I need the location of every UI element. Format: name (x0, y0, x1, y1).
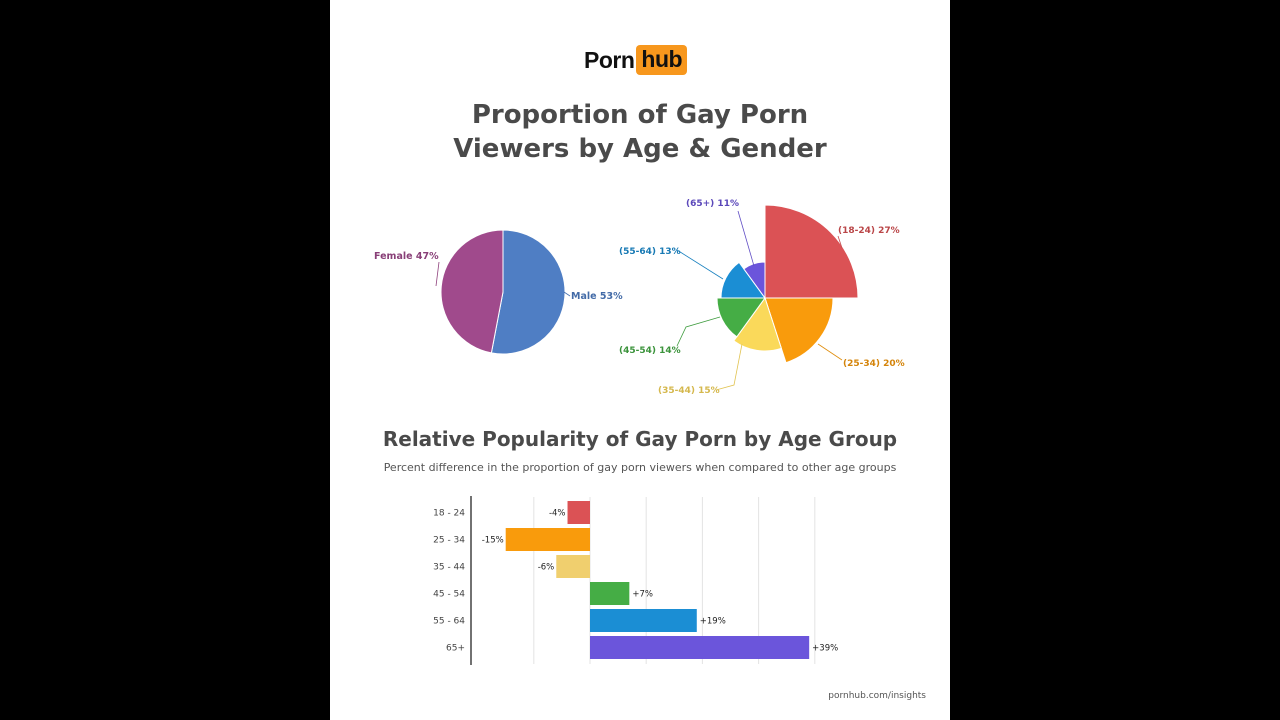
pornhub-logo[interactable]: Porn hub (584, 44, 688, 76)
bar-value-label: +39% (812, 644, 838, 654)
bar-chart-title: Relative Popularity of Gay Porn by Age G… (382, 427, 898, 451)
age-slice-label: (25-34) 20% (843, 359, 905, 369)
logo-text-part1: Porn (584, 46, 635, 73)
age-leader-line (737, 210, 755, 267)
page-title-line2: Viewers by Age & Gender (453, 134, 827, 164)
bar-35-44 (556, 555, 590, 578)
gender-pie-chart: Male 53% Female 47% (374, 229, 623, 355)
charts-canvas: Male 53% Female 47% (18-24) 27% (25-34) 20%… (374, 199, 905, 665)
age-slice-label: (35-44) 15% (658, 386, 720, 396)
gender-leader-line (435, 261, 440, 287)
bar-55-64 (590, 609, 697, 632)
gender-slice-label: Male 53% (571, 291, 623, 302)
page-title-line1: Proportion of Gay Porn (471, 100, 809, 130)
bar-value-label: -4% (549, 509, 566, 519)
bar-value-label: +19% (700, 617, 726, 627)
bar-category-label: 55 - 64 (433, 617, 465, 627)
age-leader-line (837, 235, 843, 249)
bar-category-label: 45 - 54 (433, 590, 465, 600)
age-slice-label: (55-64) 13% (619, 247, 681, 257)
age-slice-label: (18-24) 27% (838, 226, 900, 236)
gender-leader-line (563, 291, 571, 297)
age-leader-line (676, 249, 724, 280)
age-slice-45-54 (716, 297, 766, 338)
age-leader-line (817, 343, 843, 361)
age-slice-label: (65+) 11% (686, 199, 739, 209)
bar-category-label: 35 - 44 (433, 563, 465, 573)
bar-18-24 (567, 501, 590, 524)
bar-chart-subtitle: Percent difference in the proportion of … (383, 461, 897, 474)
gender-slice-female (440, 229, 504, 354)
bar-25-34 (505, 528, 590, 551)
bar-value-label: +7% (632, 590, 653, 600)
gender-slice-male (490, 229, 566, 355)
logo-text-part2: hub (636, 45, 688, 75)
bar-value-label: -6% (538, 563, 555, 573)
age-slice-55-64 (720, 261, 766, 299)
age-slice-65+ (743, 261, 766, 300)
infographic-panel: Porn hub Proportion of Gay Porn Viewers … (330, 0, 950, 720)
gender-slice-label: Female 47% (374, 251, 439, 262)
bar-45-54 (590, 582, 630, 605)
page-title: Proportion of Gay Porn Viewers by Age & … (330, 98, 950, 166)
bar-65+ (590, 636, 810, 659)
bar-category-label: 65+ (446, 644, 465, 654)
age-polar-chart: (18-24) 27% (25-34) 20% (35-44) 15% (45-54)… (619, 199, 905, 396)
bar-category-label: 25 - 34 (433, 536, 465, 546)
age-slice-label: (45-54) 14% (619, 346, 681, 356)
age-leader-line (715, 343, 743, 391)
age-leader-line (676, 316, 721, 347)
age-slice-35-44 (733, 296, 783, 352)
age-slice-25-34 (764, 297, 834, 364)
age-slice-18-24 (764, 204, 859, 299)
bar-category-label: 18 - 24 (433, 509, 465, 519)
bar-value-label: -15% (482, 536, 504, 546)
age-bar-chart: 18 - 24 -4% 25 - 34 -15% 35 - 44 -6% 45 - 54 +7… (433, 496, 838, 665)
source-link[interactable]: pornhub.com/insights (828, 691, 926, 701)
